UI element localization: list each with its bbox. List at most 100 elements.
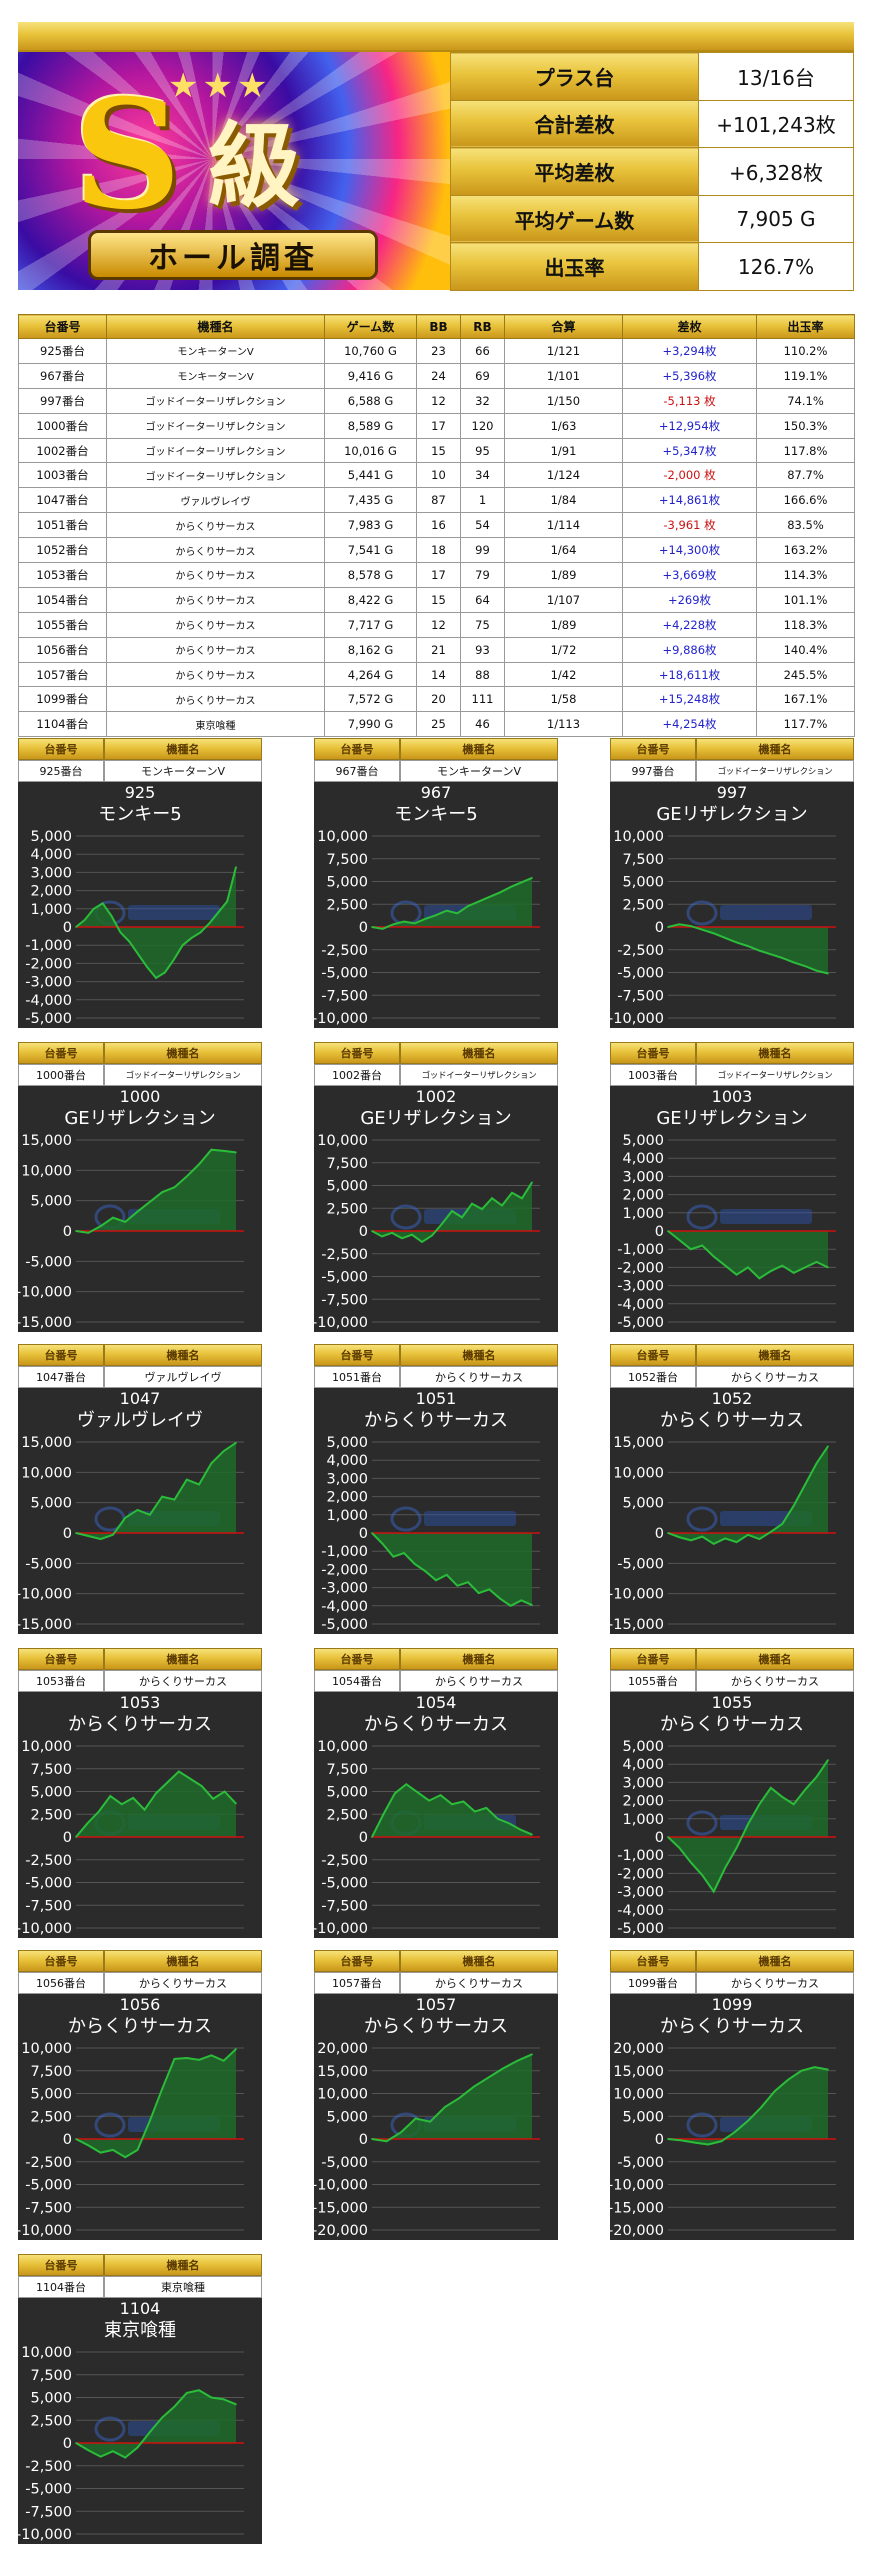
table-cell: 95 [460,437,505,464]
card-info-row: 1053番台 からくりサーカス [18,1670,262,1692]
data-point [445,1574,448,1576]
y-tick-label: 4,000 [622,1757,664,1773]
data-point [815,1261,818,1263]
table-cell: 101.1% [756,586,855,613]
table-cell: 25 [416,711,461,738]
card-machine-number: 1051番台 [314,1366,400,1388]
table-cell: からくりサーカス [106,611,325,638]
data-point [392,923,395,926]
y-tick-label: -4,000 [25,993,72,1009]
card-model-name: からくりサーカス [400,1670,558,1692]
y-tick-label: -2,000 [25,956,72,972]
card-machine-number: 1057番台 [314,1972,400,1994]
data-point [758,949,761,952]
data-point [758,1538,761,1540]
column-header: RB [460,314,505,339]
card-machine-number: 1052番台 [610,1366,696,1388]
data-point [804,1266,806,1269]
table-cell: 119.1% [756,362,855,389]
watermark-ring-icon [686,1204,718,1230]
y-tick-label: -20,000 [314,2223,368,2239]
card-info-row: 1000番台 ゴッドイーターリザレクション [18,1064,262,1086]
y-tick-label: -5,000 [25,1556,72,1572]
y-tick-label: 0 [359,1224,368,1240]
table-cell: 1/72 [504,636,623,663]
table-cell: 1/107 [504,586,623,613]
table-cell: 8,578 G [324,562,417,588]
watermark-ring-icon [686,2112,718,2138]
graph-card: 台番号 機種名 1055番台 からくりサーカス 1055 からくりサーカス 5,000 4,0… [610,1648,854,1938]
series-area [76,1149,236,1233]
data-point [474,1810,476,1813]
summary-label: 平均ゲーム数 [450,194,699,244]
table-cell: ゴッドイーターリザレクション [106,387,325,414]
data-point [136,2149,139,2151]
table-cell: 64 [460,586,505,613]
data-point [392,1555,395,1558]
table-cell: -5,113 枚 [622,387,757,414]
chart-id-label: 967 [421,783,452,802]
data-point [200,1785,203,1787]
card-info-row: 1054番台 からくりサーカス [314,1670,558,1692]
card-model-name: ゴッドイーターリザレクション [696,760,854,782]
graph-chart: 1051 からくりサーカス 5,000 4,000 3,000 2,000 1,000 0 -1… [314,1388,558,1634]
card-machine-number: 1054番台 [314,1670,400,1692]
card-header: 台番号 機種名 [610,738,854,760]
y-tick-label: 10,000 [21,1465,72,1481]
y-tick-label: 3,000 [622,1775,664,1791]
data-point [758,1277,761,1280]
data-point [735,1541,738,1543]
data-point [210,1462,213,1465]
y-tick-label: -2,500 [25,1853,72,1869]
y-tick-label: -7,500 [321,1898,368,1914]
y-tick-label: 15,000 [21,1435,72,1451]
data-point [198,2059,200,2061]
chart-title: モンキー5 [98,804,181,825]
y-tick-label: 5,000 [622,1496,664,1512]
data-point [458,2097,461,2099]
chart-id-label: 1003 [712,1087,753,1106]
card-header-model: 機種名 [400,1950,558,1972]
table-cell: 16 [416,512,461,539]
card-header-model: 機種名 [104,1950,262,1972]
card-info-row: 1047番台 ヴァルヴレイヴ [18,1366,262,1388]
data-point [667,1836,669,1838]
data-point [235,866,237,868]
table-cell: 1099番台 [18,686,107,713]
data-point [792,1803,795,1806]
data-point [155,1792,157,1795]
card-header-num: 台番号 [18,1344,104,1366]
card-header-num: 台番号 [18,1042,104,1064]
y-tick-label: 0 [63,2132,72,2148]
y-tick-label: -2,000 [617,1866,664,1882]
card-header-num: 台番号 [610,738,696,760]
data-point [136,1210,139,1213]
table-cell: 1057番台 [18,661,107,688]
graph-card: 台番号 機種名 1053番台 からくりサーカス 1053 からくりサーカス 10,000 7,… [18,1648,262,1938]
card-model-name: ゴッドイーターリザレクション [400,1064,558,1086]
card-header-num: 台番号 [314,1042,400,1064]
table-cell: 8,422 G [324,586,417,613]
table-row: 1000番台 ゴッドイーターリザレクション 8,589 G 17 120 1/63 +12,… [18,412,855,439]
summary-row: 平均差枚 +6,328枚 [450,147,854,196]
data-point [235,1151,237,1154]
card-machine-number: 925番台 [18,760,104,782]
card-model-name: ゴッドイーターリザレクション [104,1064,262,1086]
data-point [441,1222,443,1225]
y-tick-label: -5,000 [25,1011,72,1027]
card-header: 台番号 機種名 [610,1648,854,1670]
data-point [84,918,86,921]
chart-id-label: 1054 [416,1693,457,1712]
table-cell: ゴッドイーターリザレクション [106,462,325,489]
card-info-row: 1099番台 からくりサーカス [610,1972,854,1994]
data-point [501,1204,503,1207]
card-model-name: からくりサーカス [104,1972,262,1994]
graph-chart: 1055 からくりサーカス 5,000 4,000 3,000 2,000 1,000 0 -1… [610,1692,854,1938]
data-point [235,2403,237,2406]
data-point [149,1514,151,1516]
data-point [724,1537,726,1540]
y-tick-label: 3,000 [326,1471,368,1487]
chart-title: からくりサーカス [364,1714,508,1735]
table-cell: 1/63 [504,412,623,439]
y-tick-label: -15,000 [314,2200,368,2216]
